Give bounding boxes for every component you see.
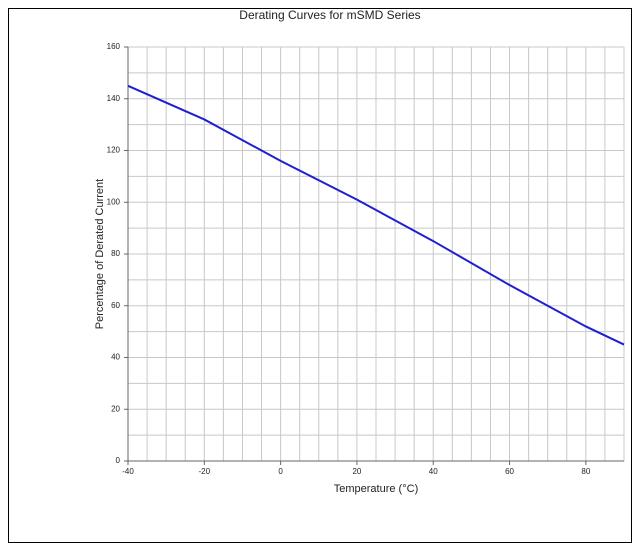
x-tick-label: -40 [122,467,134,476]
y-tick-label: 80 [111,249,120,258]
y-tick-label: 60 [111,301,120,310]
x-tick-label: 40 [429,467,438,476]
y-tick-label: 120 [107,146,121,155]
chart-title: Derating Curves for mSMD Series [239,8,420,22]
frame [8,8,632,543]
x-tick-label: -20 [199,467,211,476]
y-tick-label: 40 [111,353,120,362]
x-tick-label: 20 [352,467,361,476]
data-line [127,84,625,346]
x-tick-label: 60 [505,467,514,476]
y-tick-label: 100 [107,197,121,206]
y-tick-label: 0 [116,456,121,465]
x-axis-label: Temperature (°C) [334,483,418,495]
y-tick-label: 140 [107,94,121,103]
y-axis-label: Percentage of Derated Current [94,179,106,329]
y-tick-label: 20 [111,404,120,413]
x-tick-label: 0 [278,467,283,476]
y-tick-label: 160 [107,42,121,51]
x-tick-label: 80 [581,467,590,476]
